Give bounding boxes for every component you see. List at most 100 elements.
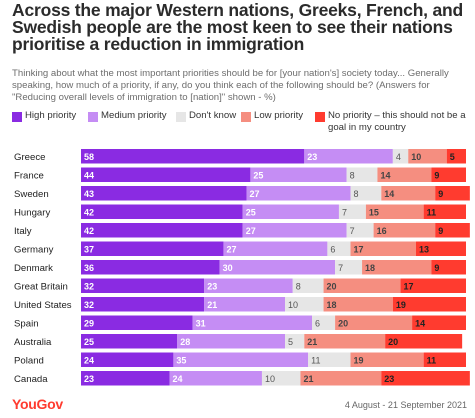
bar-denmark-dont-know [335,260,363,275]
legend-label-low: Low priority [254,110,304,121]
data-label-germany-low: 17 [354,244,364,254]
legend-swatch-medium [88,112,98,122]
bar-great-britain-high [81,278,205,293]
bar-united-states-low [323,297,393,312]
legend-label-medium: Medium priority [101,110,167,121]
bar-italy-medium [242,223,347,238]
category-label-denmark: Denmark [14,263,53,274]
data-label-canada-high: 23 [84,374,94,384]
data-label-australia-medium: 28 [180,337,190,347]
bar-great-britain-dont-know [292,278,324,293]
data-label-canada-low: 21 [303,374,313,384]
legend-swatch-dont-know [176,112,186,122]
data-label-spain-medium: 31 [196,318,206,328]
data-label-poland-dont-know: 11 [311,355,320,365]
bar-canada-no-priority [381,371,470,386]
data-label-spain-high: 29 [84,318,94,328]
bar-poland-no-priority [423,352,466,367]
bar-poland-high [81,352,174,367]
bar-spain-high [81,315,193,330]
category-label-germany: Germany [14,244,54,255]
bar-canada-low [300,371,382,386]
legend-swatch-low [241,112,251,122]
bar-great-britain-low [323,278,401,293]
data-label-sweden-dont-know: 8 [354,189,359,199]
data-label-germany-high: 37 [84,244,94,254]
data-label-sweden-high: 43 [84,189,94,199]
bar-hungary-low [365,204,424,219]
bar-canada-high [81,371,170,386]
legend-swatch-no-priority [315,112,325,122]
legend-swatch-high [12,112,22,122]
category-label-canada: Canada [14,374,48,385]
bar-canada-medium [169,371,262,386]
category-label-greece: Greece [14,152,45,163]
bar-germany-medium [223,241,328,256]
legend: High priority Medium priority Don't know… [12,110,472,136]
bar-greece-high [81,149,305,164]
bar-hungary-medium [242,204,339,219]
data-label-germany-dont-know: 6 [330,244,335,254]
data-label-france-medium: 25 [253,170,263,180]
bar-greece-low [408,149,447,164]
data-label-france-dont-know: 8 [350,170,355,180]
bar-great-britain-no-priority [400,278,466,293]
data-label-great-britain-low: 20 [327,281,337,291]
bar-australia-no-priority [385,334,463,349]
bar-great-britain-medium [204,278,293,293]
bar-germany-dont-know [327,241,351,256]
yougov-logo: YouGov [12,396,63,412]
data-label-france-no-priority: 9 [434,170,439,180]
bar-france-low [377,167,432,182]
data-label-italy-low: 16 [377,226,387,236]
data-label-hungary-high: 42 [84,207,94,217]
data-label-australia-low: 21 [307,337,317,347]
bar-poland-low [350,352,424,367]
category-label-united-states: United States [14,300,72,311]
data-label-poland-medium: 35 [176,355,186,365]
category-label-great-britain: Great Britain [14,281,68,292]
data-label-germany-no-priority: 13 [419,244,429,254]
data-label-spain-no-priority: 14 [415,318,425,328]
data-label-poland-no-priority: 11 [427,355,437,365]
data-label-hungary-medium: 25 [246,207,256,217]
bar-canada-dont-know [261,371,301,386]
bar-australia-low [304,334,386,349]
data-label-canada-dont-know: 10 [265,374,275,384]
data-label-greece-low: 10 [411,152,421,162]
bar-spain-medium [192,315,312,330]
data-label-germany-medium: 27 [226,244,236,254]
bar-france-dont-know [346,167,378,182]
data-label-france-low: 14 [380,170,390,180]
bar-italy-low [373,223,436,238]
bar-spain-no-priority [412,315,466,330]
data-label-italy-dont-know: 7 [350,226,355,236]
chart-title: Across the major Western nations, Greeks… [12,0,464,54]
bar-greece-medium [304,149,393,164]
data-label-greece-high: 58 [84,152,94,162]
data-label-poland-high: 24 [84,355,94,365]
bar-united-states-no-priority [392,297,466,312]
bar-sweden-no-priority [435,186,470,201]
legend-label-dont-know: Don't know [189,110,237,121]
category-label-australia: Australia [14,337,52,348]
data-label-hungary-no-priority: 11 [427,207,437,217]
bar-australia-high [81,334,178,349]
data-label-sweden-low: 14 [384,189,394,199]
chart-subtitle: Thinking about what the most important p… [12,68,449,103]
data-label-denmark-high: 36 [84,263,94,273]
bar-australia-medium [177,334,286,349]
data-label-great-britain-no-priority: 17 [404,281,414,291]
bar-italy-no-priority [435,223,470,238]
data-label-sweden-medium: 27 [250,189,260,199]
data-label-hungary-dont-know: 7 [342,207,347,217]
data-label-canada-medium: 24 [173,374,183,384]
fieldwork-dates: 4 August - 21 September 2021 [344,400,467,410]
bar-germany-no-priority [415,241,466,256]
data-label-denmark-medium: 30 [223,263,233,273]
data-label-sweden-no-priority: 9 [438,189,443,199]
bar-australia-dont-know [285,334,305,349]
data-label-greece-medium: 23 [307,152,317,162]
bar-italy-dont-know [346,223,374,238]
legend-label-no-priority: No priority – this should not be a [328,110,466,121]
